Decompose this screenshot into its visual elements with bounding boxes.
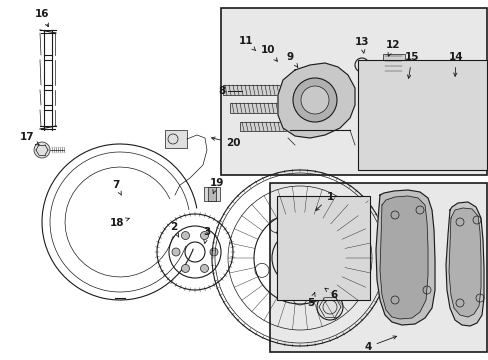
Bar: [223, 85, 283, 95]
Circle shape: [34, 142, 50, 158]
Text: 10: 10: [260, 45, 277, 61]
Text: 19: 19: [209, 178, 224, 193]
Bar: [269, 183, 486, 352]
Circle shape: [200, 265, 208, 273]
Ellipse shape: [440, 96, 474, 134]
Bar: [341, 247, 355, 260]
Text: 16: 16: [35, 9, 49, 27]
Polygon shape: [379, 196, 427, 319]
Bar: [311, 241, 325, 254]
Bar: [324, 265, 335, 275]
Bar: [203, 187, 220, 201]
Bar: [229, 103, 289, 113]
Text: 2: 2: [170, 222, 179, 237]
Text: 12: 12: [385, 40, 400, 56]
Ellipse shape: [433, 89, 481, 141]
Bar: [357, 60, 486, 170]
Bar: [276, 224, 290, 237]
Text: 6: 6: [324, 288, 337, 300]
Bar: [240, 122, 294, 131]
Text: 13: 13: [354, 37, 368, 53]
Polygon shape: [278, 63, 354, 138]
Circle shape: [316, 294, 342, 320]
Bar: [382, 54, 404, 70]
Bar: [221, 8, 486, 175]
Text: 15: 15: [404, 52, 418, 78]
Bar: [288, 267, 303, 280]
Circle shape: [209, 248, 218, 256]
Text: 8: 8: [218, 86, 225, 96]
Bar: [283, 83, 292, 97]
Bar: [276, 196, 369, 300]
Text: 18: 18: [109, 218, 129, 228]
Polygon shape: [375, 190, 434, 325]
Bar: [343, 202, 355, 212]
Circle shape: [181, 231, 189, 239]
Bar: [281, 202, 295, 215]
Bar: [289, 101, 299, 115]
Circle shape: [172, 248, 180, 256]
Bar: [306, 220, 320, 233]
Bar: [308, 199, 324, 214]
Circle shape: [292, 78, 336, 122]
Circle shape: [181, 265, 189, 273]
Text: 14: 14: [448, 52, 462, 76]
Text: 3: 3: [203, 227, 210, 243]
Text: 4: 4: [364, 336, 396, 352]
Text: 7: 7: [112, 180, 122, 195]
Bar: [164, 130, 186, 148]
Circle shape: [200, 231, 208, 239]
Bar: [341, 221, 355, 234]
Text: 5: 5: [307, 293, 314, 308]
Text: 1: 1: [315, 192, 333, 211]
Polygon shape: [448, 208, 480, 317]
Text: 9: 9: [286, 52, 297, 67]
Circle shape: [301, 86, 328, 114]
Bar: [207, 187, 216, 201]
Text: 11: 11: [238, 36, 255, 51]
Text: 20: 20: [211, 137, 240, 148]
Polygon shape: [445, 202, 483, 326]
Bar: [282, 244, 296, 257]
Text: 17: 17: [20, 132, 40, 145]
